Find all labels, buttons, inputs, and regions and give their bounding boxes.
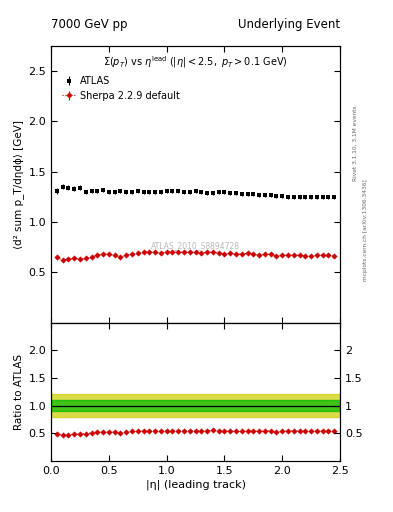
Text: $\Sigma(p_T)$ vs $\eta^{\mathrm{lead}}$ ($|\eta| < 2.5,\ p_T > 0.1$ GeV): $\Sigma(p_T)$ vs $\eta^{\mathrm{lead}}$ … (103, 54, 288, 70)
Text: 7000 GeV pp: 7000 GeV pp (51, 18, 128, 31)
Legend: ATLAS, Sherpa 2.2.9 default: ATLAS, Sherpa 2.2.9 default (59, 73, 183, 104)
Text: Underlying Event: Underlying Event (238, 18, 340, 31)
X-axis label: |η| (leading track): |η| (leading track) (145, 480, 246, 490)
Bar (51, 400, 340, 411)
Bar (51, 394, 340, 417)
Y-axis label: ⟨d² sum p_T/dηdϕ⟩ [GeV]: ⟨d² sum p_T/dηdϕ⟩ [GeV] (13, 120, 24, 249)
Text: ATLAS_2010_S8894728: ATLAS_2010_S8894728 (151, 241, 240, 250)
Y-axis label: Ratio to ATLAS: Ratio to ATLAS (14, 354, 24, 430)
Text: mcplots.cern.ch [arXiv:1306.3436]: mcplots.cern.ch [arXiv:1306.3436] (363, 180, 368, 281)
Text: Rivet 3.1.10, 3.1M events: Rivet 3.1.10, 3.1M events (353, 105, 358, 181)
